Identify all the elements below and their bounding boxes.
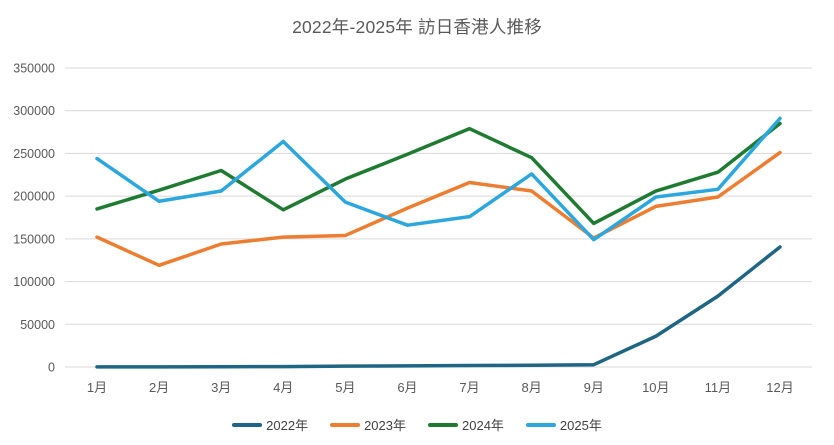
x-axis-tick-label: 8月 bbox=[522, 380, 542, 395]
x-axis-tick-label: 3月 bbox=[211, 380, 231, 395]
series-line-2022年 bbox=[95, 245, 782, 369]
legend-item-2023: 2023年 bbox=[330, 415, 406, 434]
legend-label-2022: 2022年 bbox=[266, 418, 309, 433]
x-axis-tick-label: 6月 bbox=[397, 380, 417, 395]
y-axis-tick-label: 300000 bbox=[13, 104, 55, 118]
x-axis-tick-label: 5月 bbox=[335, 380, 355, 395]
x-axis-tick-label: 2月 bbox=[149, 380, 169, 395]
y-axis-tick-label: 0 bbox=[48, 361, 55, 375]
x-axis-tick-label: 4月 bbox=[273, 380, 293, 395]
x-axis-tick-label: 9月 bbox=[584, 380, 604, 395]
legend-item-2022: 2022年 bbox=[232, 415, 308, 434]
x-axis-tick-label: 10月 bbox=[642, 380, 669, 395]
y-axis-tick-label: 350000 bbox=[13, 62, 55, 76]
series-line-2025年 bbox=[95, 116, 782, 242]
legend-label-2023: 2023年 bbox=[364, 418, 406, 433]
legend-line-swatch-2025 bbox=[525, 422, 556, 427]
y-axis-tick-label: 200000 bbox=[13, 190, 55, 204]
legend-label-2024: 2024年 bbox=[462, 418, 504, 433]
legend-line-swatch-2024 bbox=[428, 422, 458, 427]
legend-line-swatch-2023 bbox=[330, 422, 361, 427]
y-axis-tick-label: 100000 bbox=[13, 275, 55, 289]
y-axis-tick-label: 250000 bbox=[13, 147, 55, 161]
chart-legend: 2022年 2023年 2024年 2025年 bbox=[0, 415, 834, 434]
legend-item-2024: 2024年 bbox=[428, 415, 504, 434]
legend-label-2025: 2025年 bbox=[559, 418, 602, 433]
chart-title: 2022年-2025年 訪日香港人推移 bbox=[292, 17, 542, 37]
y-axis-tick-label: 150000 bbox=[13, 232, 55, 246]
x-axis-tick-label: 12月 bbox=[766, 380, 793, 395]
series-line-2024年 bbox=[95, 121, 782, 226]
legend-item-2025: 2025年 bbox=[525, 415, 602, 434]
legend-line-swatch-2022 bbox=[232, 422, 263, 427]
x-axis-tick-label: 1月 bbox=[87, 380, 107, 395]
x-axis-tick-label: 11月 bbox=[705, 380, 732, 395]
y-axis-tick-label: 50000 bbox=[20, 318, 55, 332]
series-line-2023年 bbox=[95, 150, 782, 268]
plot-area: 0 50000 100000 150000 200000 250000 300000 3500… bbox=[13, 62, 812, 395]
x-axis-tick-label: 7月 bbox=[459, 380, 479, 395]
